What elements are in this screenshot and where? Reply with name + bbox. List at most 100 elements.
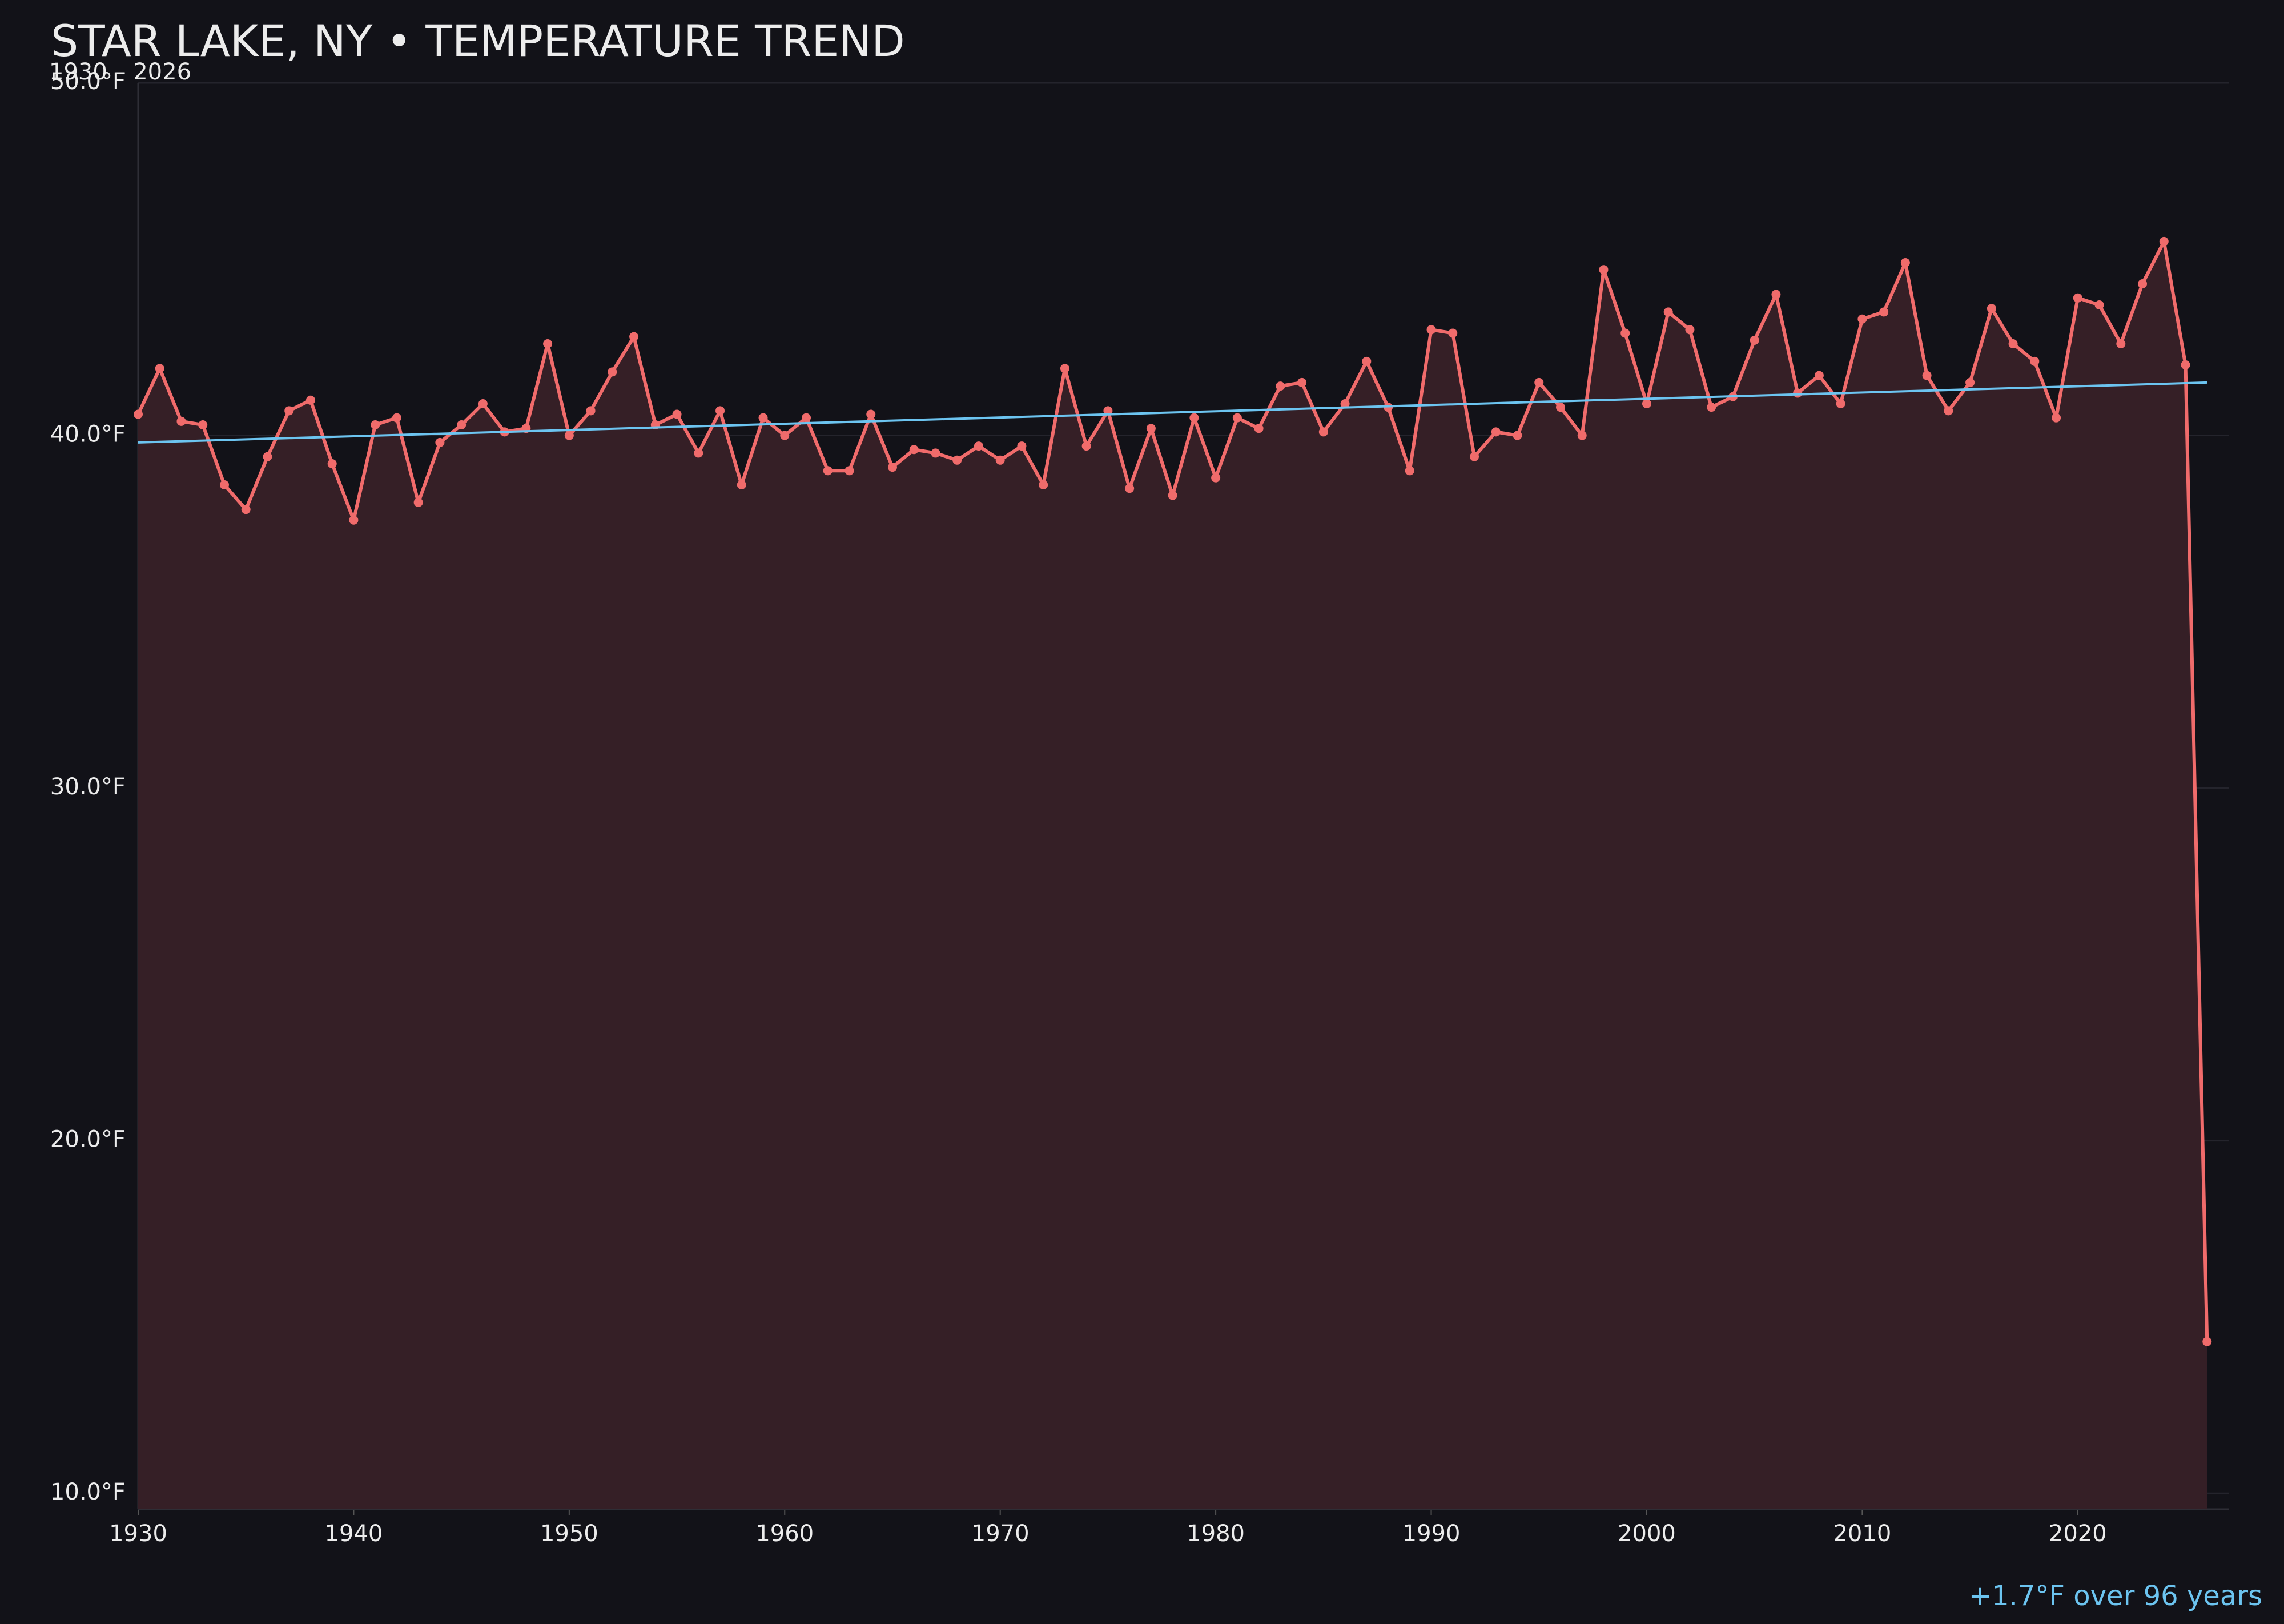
x-tick-label: 1970: [971, 1521, 1030, 1547]
point: [1470, 452, 1479, 461]
point: [371, 420, 380, 430]
point: [1879, 307, 1889, 317]
point: [1965, 377, 1975, 387]
point: [1663, 307, 1673, 317]
x-tick-label: 2020: [2049, 1521, 2107, 1547]
point: [1513, 431, 1522, 440]
point: [1599, 265, 1609, 275]
area: [138, 241, 2207, 1509]
point: [1685, 325, 1695, 335]
point: [1771, 290, 1781, 299]
point: [758, 413, 768, 423]
point: [1814, 371, 1824, 380]
x-tick-label: 2010: [1833, 1521, 1891, 1547]
point: [823, 466, 833, 476]
x-tick-label: 2000: [1618, 1521, 1676, 1547]
point: [1944, 406, 1953, 416]
chart-title: STAR LAKE, NY • TEMPERATURE TREND: [51, 15, 905, 66]
point: [1060, 364, 1069, 373]
point: [2159, 236, 2169, 246]
point: [2116, 339, 2126, 348]
point: [845, 466, 854, 476]
point: [392, 413, 401, 423]
point: [974, 441, 983, 451]
point: [305, 395, 315, 405]
point: [931, 448, 940, 458]
point: [1276, 381, 1285, 391]
point: [1254, 424, 1264, 433]
point: [737, 480, 746, 490]
point: [543, 339, 553, 348]
point: [1987, 304, 1996, 313]
point: [1857, 314, 1867, 324]
point: [1642, 399, 1651, 408]
point: [349, 515, 359, 525]
x-tick-label: 1980: [1187, 1521, 1245, 1547]
point: [1793, 388, 1803, 398]
y-tick-label: 30.0°F: [50, 774, 126, 800]
point: [1448, 328, 1458, 338]
x-tick-label: 1960: [755, 1521, 814, 1547]
point: [1039, 480, 1048, 490]
point: [887, 463, 897, 472]
point: [1146, 424, 1156, 433]
point: [263, 452, 272, 461]
point: [1318, 427, 1328, 437]
point: [1620, 328, 1630, 338]
point: [1922, 371, 1932, 380]
point: [457, 420, 467, 430]
point: [435, 437, 445, 447]
chart-subtitle: 1930 – 2026: [49, 59, 191, 85]
x-tick-label: 1990: [1402, 1521, 1461, 1547]
point: [1836, 399, 1845, 408]
point: [629, 332, 639, 341]
point: [284, 406, 294, 416]
point: [1750, 335, 1759, 345]
point: [2030, 356, 2040, 366]
point: [1017, 441, 1027, 451]
point: [715, 406, 725, 416]
point: [2138, 279, 2148, 289]
point: [1297, 377, 1307, 387]
point: [198, 420, 208, 430]
point: [1555, 403, 1565, 412]
point: [866, 409, 876, 419]
point: [2181, 360, 2190, 370]
point: [1405, 466, 1414, 476]
x-tick-label: 1940: [325, 1521, 383, 1547]
point: [241, 505, 251, 514]
point: [155, 364, 164, 373]
point: [1081, 441, 1091, 451]
point: [1168, 491, 1177, 500]
y-tick-label: 50.0°F: [50, 69, 126, 95]
point: [1189, 413, 1199, 423]
point: [694, 448, 703, 458]
point: [1232, 413, 1242, 423]
point: [802, 413, 811, 423]
point: [327, 459, 337, 468]
trend-line: [138, 381, 2207, 444]
point: [780, 431, 790, 440]
x-tick-label: 1930: [109, 1521, 167, 1547]
point: [2052, 413, 2061, 423]
point: [478, 399, 488, 408]
point: [1426, 325, 1436, 335]
point: [672, 409, 682, 419]
point: [1900, 258, 1910, 267]
y-tick-label: 20.0°F: [50, 1127, 126, 1153]
point: [1534, 377, 1544, 387]
point: [1211, 473, 1221, 483]
point: [413, 497, 423, 507]
point: [1340, 399, 1350, 408]
point: [1125, 484, 1135, 493]
y-tick-label: 40.0°F: [50, 421, 126, 448]
point: [586, 406, 596, 416]
point: [952, 455, 962, 465]
point: [1577, 431, 1587, 440]
point: [1491, 427, 1501, 437]
point: [608, 367, 617, 377]
y-tick-label: 10.0°F: [50, 1479, 126, 1505]
point: [564, 431, 574, 440]
annotation: +1.7°F over 96 years: [1969, 1580, 2262, 1612]
